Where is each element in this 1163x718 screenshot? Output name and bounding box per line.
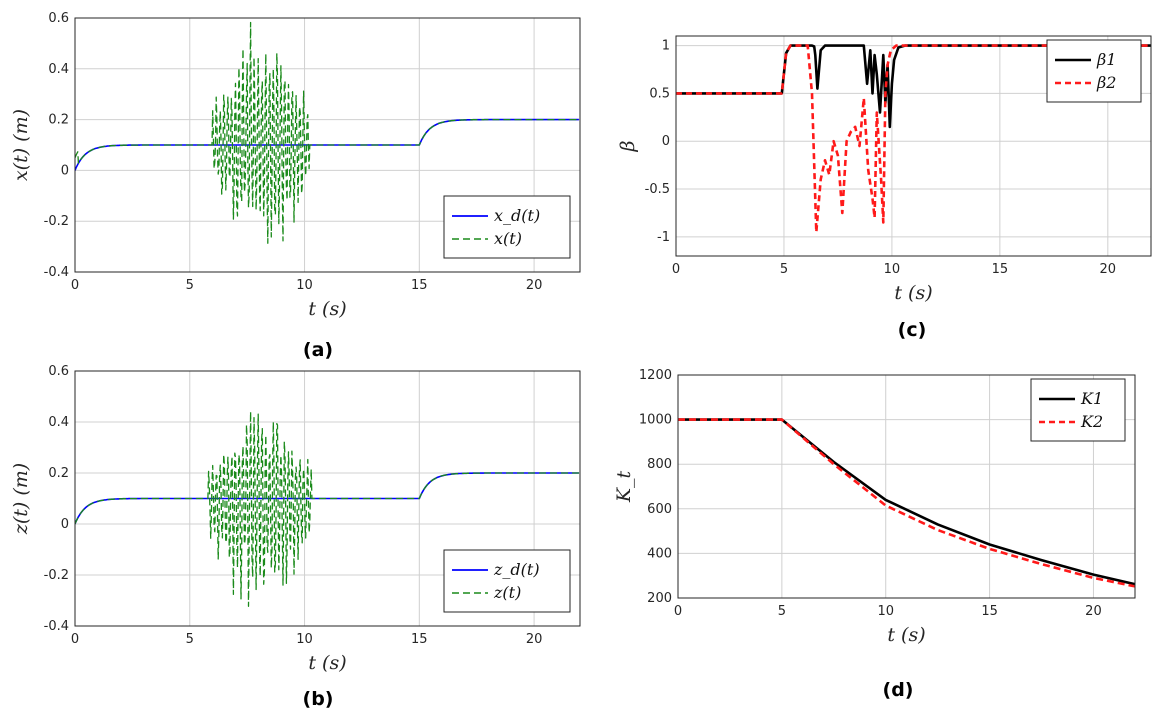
x-tick-label: 0 (674, 604, 682, 619)
plot-series (678, 418, 1135, 588)
plot-frame (74, 370, 581, 627)
y-tick-label: -0.4 (44, 265, 69, 280)
y-axis-label: z(t) (m) (10, 463, 32, 535)
x-tick-label: 20 (526, 278, 543, 293)
x-tick-label: 20 (1100, 262, 1117, 277)
legend-label: z_d(t) (493, 560, 540, 579)
beta1-line (676, 44, 1151, 129)
chart-b: 0 5 10 15 20 -0.4 -0.2 0 0.2 0.4 0.6 t (s) z(t) (m) z… (10, 364, 581, 710)
chart-caption: (d) (883, 679, 914, 701)
x-tick-label: 10 (296, 278, 313, 293)
y-tick-label: 0.2 (48, 466, 69, 481)
y-tick-label: 400 (647, 546, 672, 561)
legend-box (1046, 39, 1142, 103)
legend-label: x(t) (494, 229, 522, 248)
x-tick-label: 15 (992, 262, 1009, 277)
beta2-line (676, 44, 1151, 234)
x-axis-label: t (s) (308, 652, 346, 674)
plot-series (676, 44, 1151, 234)
x-tick-label: 5 (186, 278, 194, 293)
y-tick-label: -0.2 (44, 568, 69, 583)
legend-label: β2 (1096, 73, 1116, 92)
x-tick-label: 15 (981, 604, 998, 619)
x-tick-label: 0 (71, 632, 79, 647)
tracking-line (75, 410, 580, 607)
x-tick-label: 10 (296, 632, 313, 647)
chart-caption: (c) (898, 319, 927, 341)
y-tick-label: 1 (662, 39, 670, 54)
y-axis-label: x(t) (m) (10, 109, 32, 181)
y-tick-label: 0.2 (48, 113, 69, 128)
y-tick-label: -0.4 (44, 619, 69, 634)
y-tick-label: -0.2 (44, 214, 69, 229)
x-tick-label: 10 (884, 262, 901, 277)
x-tick-label: 0 (672, 262, 680, 277)
y-tick-label: 0.4 (48, 62, 69, 77)
y-tick-label: 600 (647, 502, 672, 517)
y-tick-label: 0 (662, 134, 670, 149)
y-tick-label: -0.5 (645, 182, 670, 197)
x-tick-label: 0 (71, 278, 79, 293)
x-tick-label: 10 (877, 604, 894, 619)
legend-label: β1 (1096, 50, 1116, 69)
y-tick-label: 800 (647, 457, 672, 472)
chart-c: 0 5 10 15 20 -1 -0.5 0 0.5 1 t (s) β β1 β2 (c) (617, 35, 1152, 341)
chart-a: 0 5 10 15 20 -0.4 -0.2 0 0.2 0.4 0.6 t (s) x(t) (m) x… (10, 11, 581, 361)
plot-frame (677, 374, 1136, 599)
chart-caption: (b) (303, 688, 334, 710)
legend-box (443, 549, 571, 613)
x-tick-label: 15 (411, 278, 428, 293)
y-tick-label: 0 (61, 163, 69, 178)
y-tick-label: 200 (647, 591, 672, 606)
x-tick-label: 15 (411, 632, 428, 647)
plot-series (75, 21, 580, 244)
x-tick-label: 5 (186, 632, 194, 647)
y-tick-label: 1000 (639, 413, 672, 428)
chart-caption: (a) (303, 339, 333, 361)
legend-box (443, 195, 571, 259)
k2-line (678, 418, 1135, 588)
tracking-line (75, 21, 580, 244)
x-axis-label: t (s) (894, 282, 932, 304)
y-tick-label: 0.5 (649, 86, 670, 101)
legend-label: K2 (1080, 412, 1103, 431)
legend-label: x_d(t) (494, 206, 540, 225)
y-tick-label: 0.4 (48, 415, 69, 430)
x-tick-label: 20 (1085, 604, 1102, 619)
x-axis-label: t (s) (308, 298, 346, 320)
y-tick-label: 0.6 (48, 11, 69, 26)
y-tick-label: 0 (61, 517, 69, 532)
y-tick-label: 0.6 (48, 364, 69, 379)
y-axis-label: K_t (613, 470, 635, 503)
x-tick-label: 20 (526, 632, 543, 647)
legend-box (1030, 378, 1126, 442)
y-tick-label: -1 (657, 230, 670, 245)
x-tick-label: 5 (780, 262, 788, 277)
x-tick-label: 5 (778, 604, 786, 619)
chart-d: 0 5 10 15 20 200 400 600 800 1000 1200 t (s) K_t K1 K2… (613, 368, 1136, 701)
y-axis-label: β (617, 140, 639, 152)
plot-frame (675, 35, 1152, 257)
x-axis-label: t (s) (887, 624, 925, 646)
legend-label: z(t) (493, 583, 521, 602)
legend-label: K1 (1080, 389, 1103, 408)
plot-frame (74, 17, 581, 273)
y-tick-label: 1200 (639, 368, 672, 383)
plot-series (75, 410, 580, 607)
